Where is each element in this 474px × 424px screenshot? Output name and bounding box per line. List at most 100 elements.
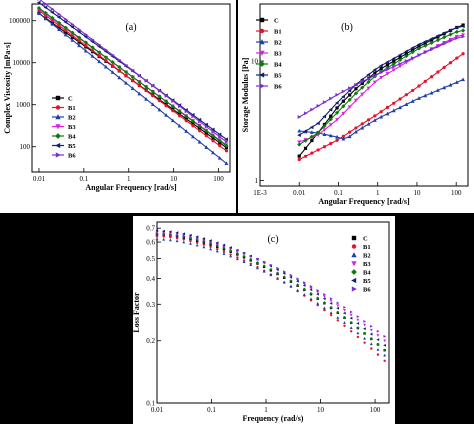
panel-label: (a) (125, 22, 136, 33)
data-point (448, 37, 453, 42)
data-point (348, 86, 352, 91)
data-point (376, 329, 380, 333)
data-point (343, 309, 346, 312)
data-point (323, 308, 326, 312)
x-tick-label: 100 (451, 189, 462, 197)
data-point (360, 125, 365, 130)
data-point (349, 316, 353, 320)
data-point (322, 295, 326, 299)
data-point (316, 104, 321, 108)
data-point (276, 266, 280, 270)
data-point (36, 0, 41, 5)
data-point (224, 140, 229, 144)
data-point (297, 115, 302, 119)
x-axis-label: Angular Frequency [rad/s] (85, 183, 177, 192)
data-point (454, 34, 459, 39)
data-point (275, 268, 279, 272)
data-point (429, 36, 434, 41)
data-point (155, 232, 159, 235)
data-point (191, 122, 195, 126)
data-point (162, 235, 165, 238)
y-tick-label: 1000 (16, 101, 31, 109)
data-point (209, 241, 213, 246)
data-point (436, 70, 440, 74)
data-point (343, 321, 346, 324)
data-point (448, 38, 453, 43)
data-point (376, 334, 380, 337)
data-point (383, 353, 387, 357)
data-point (150, 89, 155, 94)
data-point (297, 128, 302, 133)
plot-frame (156, 221, 390, 404)
data-point (229, 253, 232, 256)
legend-marker (259, 39, 265, 45)
x-tick-label: 0.1 (334, 189, 343, 197)
data-point (189, 235, 193, 239)
y-tick-label: 0.5 (146, 255, 155, 263)
y-tick-label: 0.6 (146, 239, 155, 247)
data-point (461, 23, 465, 27)
data-point (97, 50, 102, 55)
data-point (376, 353, 380, 356)
data-point (328, 133, 333, 138)
data-point (110, 70, 115, 74)
legend-marker (351, 261, 357, 267)
data-point (155, 229, 159, 233)
data-point (335, 106, 339, 110)
y-axis-label: Loss Factor (133, 292, 141, 333)
data-point (197, 139, 202, 144)
data-point (150, 102, 155, 107)
legend-label: B6 (363, 287, 371, 294)
data-point (202, 239, 206, 242)
data-point (391, 108, 396, 113)
data-point (392, 59, 396, 63)
data-point (454, 80, 459, 84)
data-point (222, 250, 226, 253)
chart-a-svg: 0.01 0.1 1 10 100 100 1000 10000 100000 Angular F… (3, 0, 231, 192)
series-b6 (155, 232, 387, 338)
data-point (343, 324, 346, 327)
data-point (404, 93, 408, 97)
data-point (282, 271, 286, 275)
data-point (372, 67, 377, 72)
data-point (329, 313, 333, 317)
data-point (171, 109, 175, 113)
data-point (322, 124, 327, 129)
data-point (131, 79, 135, 83)
legend-label: B4 (68, 134, 76, 141)
data-point (316, 288, 320, 292)
data-point (385, 105, 390, 110)
series-b3 (155, 230, 387, 343)
data-point (310, 151, 314, 155)
data-point (64, 28, 68, 33)
data-point (347, 105, 352, 110)
data-point (84, 43, 88, 48)
data-point (289, 284, 293, 288)
data-point (448, 32, 453, 37)
legend-label: B1 (274, 29, 282, 36)
data-point (198, 126, 202, 131)
data-point (44, 2, 48, 6)
data-point (297, 154, 301, 158)
data-point (90, 45, 95, 50)
data-point (198, 129, 202, 133)
data-point (175, 237, 179, 240)
data-point (162, 232, 166, 236)
data-point (103, 64, 108, 69)
data-point (77, 38, 81, 43)
series-b1 (155, 235, 386, 362)
data-point (322, 100, 327, 105)
x-tick-label: 0.01 (151, 406, 164, 414)
y-axis-label: Complex Viscosity [mPa·s] (3, 42, 12, 134)
data-point (461, 34, 466, 39)
data-point (404, 102, 409, 106)
data-point (376, 342, 380, 346)
legend-marker (351, 277, 357, 284)
data-point (182, 238, 185, 241)
data-point (379, 75, 384, 80)
data-point (191, 114, 196, 119)
data-point (164, 113, 169, 117)
data-point (177, 104, 182, 109)
data-point (336, 316, 340, 319)
data-point (316, 121, 320, 126)
